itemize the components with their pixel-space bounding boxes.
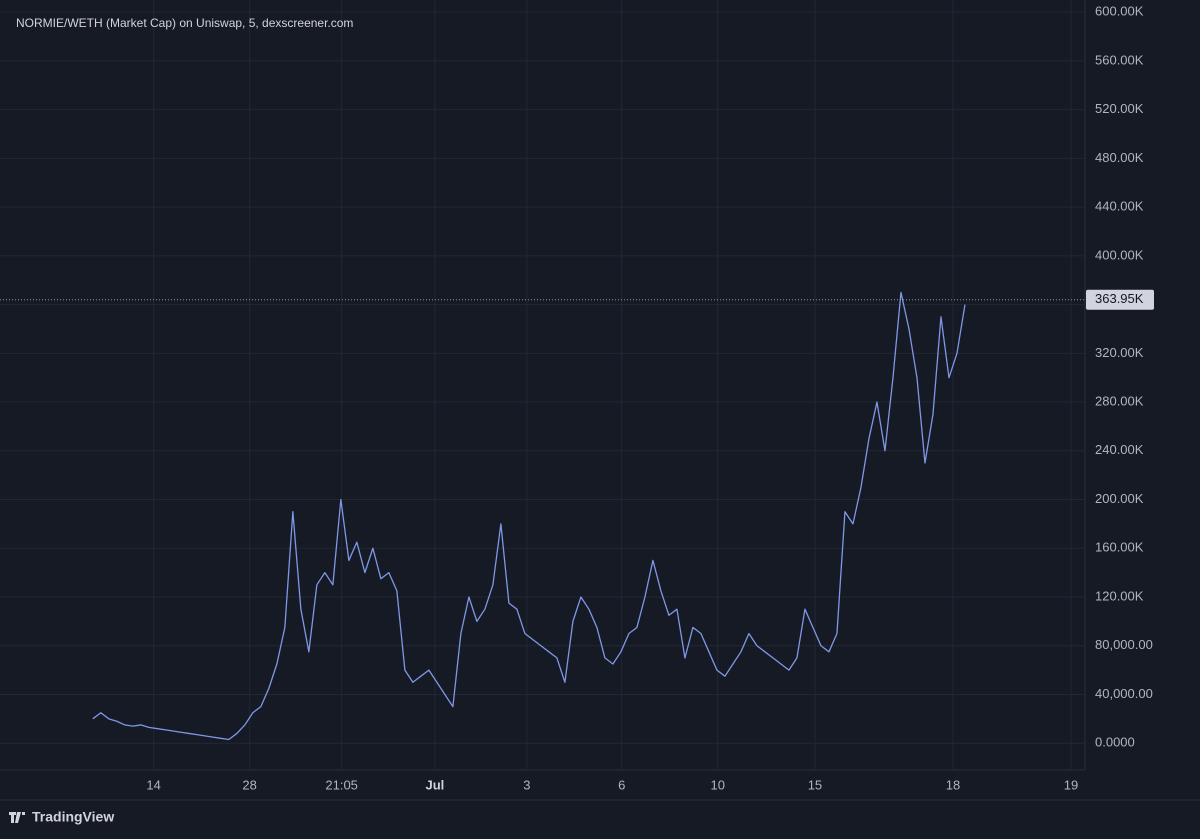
y-tick-label: 240.00K xyxy=(1095,442,1144,457)
y-tick-label: 320.00K xyxy=(1095,345,1144,360)
y-tick-label: 480.00K xyxy=(1095,150,1144,165)
price-line xyxy=(92,291,966,741)
y-tick-label: 440.00K xyxy=(1095,199,1144,214)
y-tick-label: 560.00K xyxy=(1095,52,1144,67)
x-tick-label: 14 xyxy=(146,777,160,792)
x-tick-label: 18 xyxy=(946,777,960,792)
y-tick-label: 280.00K xyxy=(1095,393,1144,408)
brand-logo xyxy=(9,812,25,823)
x-tick-label: 21:05 xyxy=(325,777,358,792)
x-tick-label: 10 xyxy=(710,777,724,792)
x-tick-label: 6 xyxy=(618,777,625,792)
y-tick-label: 600.00K xyxy=(1095,4,1144,19)
x-tick-label: 19 xyxy=(1064,777,1078,792)
plot xyxy=(92,291,966,741)
last-price-badge xyxy=(1086,289,1154,310)
x-tick-label: 28 xyxy=(242,777,256,792)
x-tick-label: 15 xyxy=(808,777,822,792)
x-tick-label: Jul xyxy=(425,777,444,792)
last-price-label: 363.95K xyxy=(1095,291,1144,306)
x-tick-label: 3 xyxy=(523,777,530,792)
y-tick-label: 0.0000 xyxy=(1095,735,1135,750)
chart-title: NORMIE/WETH (Market Cap) on Uniswap, 5, … xyxy=(16,16,353,30)
y-tick-label: 520.00K xyxy=(1095,101,1144,116)
y-tick-label: 120.00K xyxy=(1095,588,1144,603)
y-tick-label: 40,000.00 xyxy=(1095,686,1153,701)
y-tick-label: 400.00K xyxy=(1095,247,1144,262)
brand: TradingView xyxy=(32,809,114,825)
y-tick-label: 200.00K xyxy=(1095,491,1144,506)
y-tick-label: 160.00K xyxy=(1095,540,1144,555)
y-tick-label: 80,000.00 xyxy=(1095,637,1153,652)
grid xyxy=(0,0,1085,770)
